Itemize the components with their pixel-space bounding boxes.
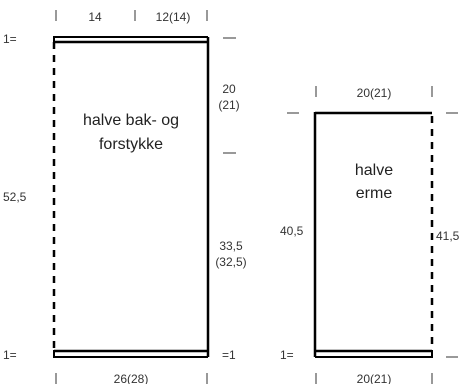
body-title-line1: halve bak- og (83, 112, 179, 129)
sleeve-right-height: 41,5 (436, 229, 460, 243)
body-title-line2: forstykke (99, 136, 163, 153)
body-top-right-width: 12(14) (156, 10, 191, 24)
body-bottom-width: 26(28) (114, 372, 149, 384)
body-right-upper-line1: 20 (222, 82, 236, 96)
sleeve-title-line1: halve (355, 162, 393, 179)
body-rib-left-bottom: 1= (3, 348, 17, 362)
body-right-upper-line2: (21) (218, 98, 239, 112)
sleeve-bottom-width: 20(21) (357, 372, 392, 384)
body-right-lower-line2: (32,5) (215, 255, 246, 269)
sleeve-top-width: 20(21) (357, 86, 392, 100)
body-top-left-width: 14 (88, 10, 102, 24)
sleeve-left-height: 40,5 (280, 224, 304, 238)
body-piece: 14 12(14) 26(28) 52,5 20 (21) 33,5 (32,5… (3, 10, 247, 384)
sleeve-rib-left-bottom: 1= (280, 348, 294, 362)
body-left-height: 52,5 (3, 190, 27, 204)
body-rib-right-bottom: =1 (222, 348, 236, 362)
body-right-lower-line1: 33,5 (219, 239, 243, 253)
body-rib-left-top: 1= (3, 32, 17, 46)
sleeve-title-line2: erme (356, 185, 393, 202)
sleeve-piece: 20(21) 20(21) 40,5 41,5 1= halve erme (280, 86, 460, 384)
